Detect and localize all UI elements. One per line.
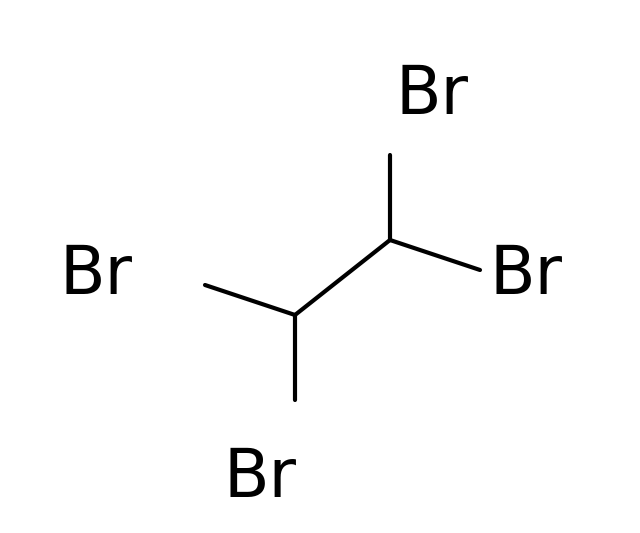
Text: Br: Br bbox=[60, 242, 133, 308]
Text: Br: Br bbox=[490, 242, 563, 308]
Text: Br: Br bbox=[395, 62, 468, 128]
Text: Br: Br bbox=[223, 445, 296, 511]
